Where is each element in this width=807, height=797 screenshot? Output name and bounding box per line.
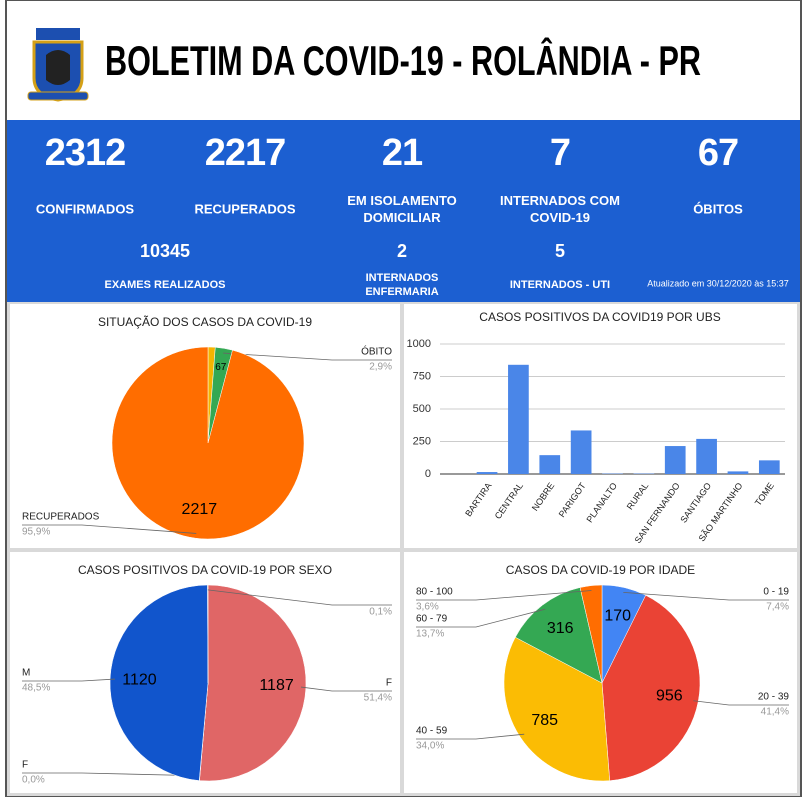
stats-band — [7, 120, 800, 302]
stat-label: DOMICILIAR — [363, 210, 441, 225]
leader-line — [22, 772, 200, 777]
stat-value: 7 — [550, 132, 570, 174]
slice-percent: 41,4% — [761, 707, 789, 718]
chart-title: CASOS POSITIVOS DA COVID-19 POR SEXO — [78, 563, 332, 577]
bar — [476, 472, 498, 474]
leader-line — [22, 524, 197, 534]
leader-line — [22, 678, 116, 682]
stat-label: CONFIRMADOS — [36, 201, 135, 216]
stat-label: EM ISOLAMENTO — [347, 193, 457, 208]
slice-name: 60 - 79 — [416, 614, 448, 625]
slice-label: 785 — [531, 712, 558, 729]
slice-percent: 51,4% — [364, 693, 392, 704]
chart-title: SITUAÇÃO DOS CASOS DA COVID-19 — [98, 315, 312, 329]
slice-name: F — [386, 678, 392, 689]
bar — [758, 460, 780, 474]
slice-percent: 95,9% — [22, 527, 50, 538]
pie-slice — [111, 346, 305, 540]
slice-percent: 34,0% — [416, 741, 444, 752]
y-tick-label: 500 — [413, 403, 431, 415]
slice-label: 956 — [656, 687, 683, 704]
slice-name: 0 - 19 — [763, 587, 789, 598]
slice-percent: 0,1% — [369, 607, 392, 618]
y-tick-label: 0 — [425, 468, 431, 480]
slice-label: 170 — [604, 607, 631, 624]
slice-percent: 2,9% — [369, 362, 392, 373]
bar — [696, 438, 717, 474]
stat-value: 21 — [382, 132, 423, 174]
slice-name: M — [22, 668, 30, 679]
pie-slice — [199, 584, 307, 782]
stat-label: INTERNADOS COM — [500, 193, 620, 208]
leader-line — [693, 700, 789, 706]
slice-name: RECUPERADOS — [22, 512, 100, 523]
bar — [570, 430, 592, 474]
pie-slice — [579, 584, 603, 684]
slice-label: 2217 — [182, 501, 218, 518]
stat-value: 2312 — [45, 132, 126, 174]
stat-value: 2 — [397, 241, 407, 261]
slice-percent: 0,0% — [22, 775, 45, 786]
slice-label: 67 — [215, 362, 227, 373]
slice-percent: 3,6% — [416, 602, 439, 613]
leader-line — [223, 352, 392, 361]
stat-label: EXAMES REALIZADOS — [104, 279, 225, 291]
stat-label: ÓBITOS — [693, 201, 743, 216]
slice-percent: 7,4% — [766, 602, 789, 613]
stat-label: ENFERMARIA — [365, 286, 438, 298]
panel — [404, 304, 797, 548]
chart-title: CASOS DA COVID-19 POR IDADE — [506, 563, 695, 577]
stat-value: 2217 — [205, 132, 286, 174]
slice-name: F — [22, 760, 28, 771]
stat-label: COVID-19 — [530, 210, 590, 225]
slice-percent: 48,5% — [22, 683, 50, 694]
bar — [664, 446, 686, 474]
leader-line — [416, 590, 592, 601]
stat-value: 67 — [698, 132, 738, 174]
chart-title: CASOS POSITIVOS DA COVID19 POR UBS — [479, 310, 720, 324]
slice-label: 1187 — [259, 677, 294, 694]
slice-label: 1120 — [122, 671, 157, 688]
slice-percent: 13,7% — [416, 629, 444, 640]
y-tick-label: 1000 — [407, 338, 431, 350]
stat-label: INTERNADOS - UTI — [510, 279, 610, 291]
y-tick-label: 250 — [413, 435, 431, 447]
slice-name: ÓBITO — [361, 345, 392, 358]
slice-label: 316 — [547, 620, 574, 637]
leader-line — [416, 608, 546, 628]
stat-value: 10345 — [140, 241, 190, 261]
bar — [539, 455, 561, 474]
leader-line — [416, 733, 525, 740]
stat-value: 5 — [555, 241, 565, 261]
stat-label: RECUPERADOS — [194, 201, 295, 216]
slice-name: 80 - 100 — [416, 587, 453, 598]
leader-line — [623, 591, 789, 601]
bar — [508, 364, 529, 474]
pie-slice — [207, 584, 209, 684]
pie-slice — [109, 584, 209, 781]
stat-label: INTERNADOS — [366, 272, 439, 284]
bar — [727, 471, 749, 474]
logo — [27, 28, 89, 102]
frame — [5, 0, 802, 797]
title: BOLETIM DA COVID-19 - ROLÂNDIA - PR — [105, 36, 701, 84]
leader-line — [300, 686, 392, 692]
y-tick-label: 750 — [413, 370, 431, 382]
updated-note: Atualizado em 30/12/2020 às 15:37 — [647, 278, 789, 288]
slice-name: 40 - 59 — [416, 726, 448, 737]
leader-line — [207, 589, 392, 606]
slice-name: 20 - 39 — [758, 692, 790, 703]
